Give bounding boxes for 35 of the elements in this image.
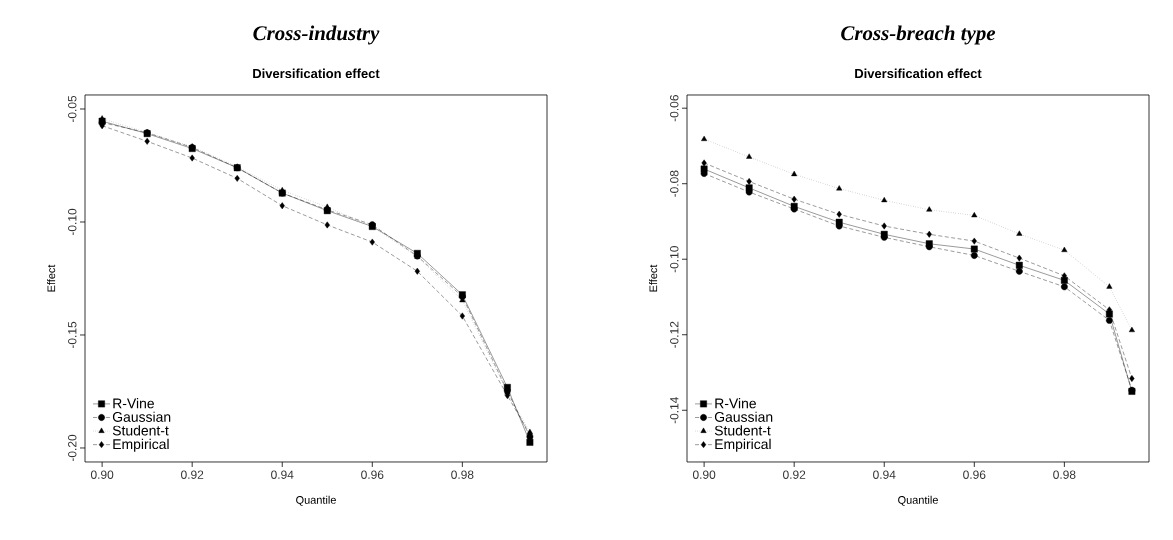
y-axis-title: Effect — [649, 264, 658, 292]
y-axis-title: Effect — [47, 264, 56, 292]
x-tick-label: 0.90 — [90, 470, 114, 479]
x-axis-title: Quantile — [296, 495, 336, 506]
y-tick-label: -0.08 — [670, 170, 679, 197]
chart-subtitle: Diversification effect — [253, 68, 380, 79]
x-tick-label: 0.92 — [181, 470, 204, 479]
legend-label: R-Vine — [715, 398, 756, 409]
y-tick-label: -0.05 — [68, 95, 77, 123]
chart-title: Cross-breach type — [841, 25, 996, 45]
y-tick-label: -0.12 — [670, 321, 679, 348]
y-tick-label: -0.10 — [68, 208, 77, 236]
x-tick-label: 0.94 — [271, 470, 294, 479]
y-tick-label: -0.06 — [670, 95, 679, 122]
chart-subtitle: Diversification effect — [855, 68, 982, 79]
y-tick-label: -0.15 — [68, 321, 77, 349]
chart-title: Cross-industry — [253, 25, 380, 45]
x-axis-title: Quantile — [898, 495, 938, 506]
y-tick-label: -0.14 — [670, 396, 679, 424]
legend-label: Empirical — [113, 438, 169, 452]
x-tick-label: 0.96 — [361, 470, 384, 479]
y-tick-label: -0.10 — [670, 246, 679, 273]
legend-label: Student-t — [714, 425, 771, 436]
legend-label: Gaussian — [714, 411, 773, 422]
x-tick-label: 0.98 — [451, 470, 474, 479]
x-tick-label: 0.90 — [692, 470, 716, 479]
legend-label: Gaussian — [112, 411, 171, 422]
legend-label: Student-t — [112, 425, 169, 436]
x-tick-label: 0.92 — [783, 470, 806, 479]
legend-label: Empirical — [715, 438, 771, 452]
x-tick-label: 0.96 — [963, 470, 986, 479]
y-tick-label: -0.20 — [68, 434, 77, 462]
x-tick-label: 0.98 — [1053, 470, 1076, 479]
x-tick-label: 0.94 — [873, 470, 896, 479]
legend-label: R-Vine — [113, 398, 154, 409]
